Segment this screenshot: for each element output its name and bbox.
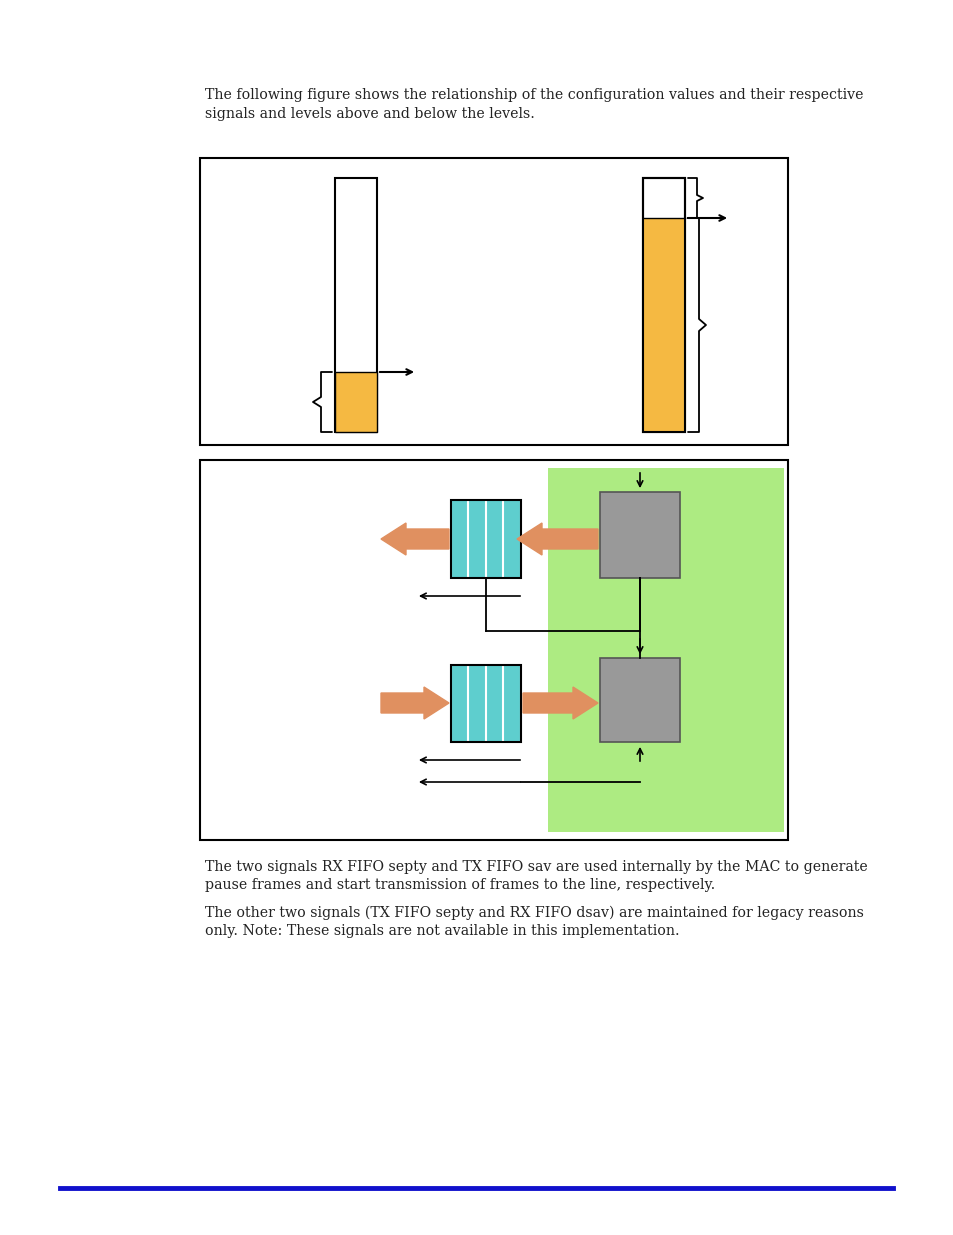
Bar: [468, 500, 485, 578]
Bar: [335, 372, 376, 432]
Bar: [547, 468, 783, 832]
Bar: [485, 500, 503, 578]
Text: signals and levels above and below the levels.: signals and levels above and below the l…: [205, 107, 535, 121]
Bar: [642, 219, 684, 432]
Bar: [451, 664, 468, 742]
Bar: [503, 664, 520, 742]
Bar: [503, 500, 520, 578]
Bar: [200, 158, 787, 445]
Text: The following figure shows the relationship of the configuration values and thei: The following figure shows the relations…: [205, 88, 862, 103]
Bar: [451, 664, 520, 742]
Bar: [451, 500, 468, 578]
Bar: [200, 459, 787, 840]
Bar: [451, 500, 520, 578]
Bar: [485, 664, 503, 742]
FancyArrow shape: [380, 522, 449, 555]
FancyArrow shape: [380, 687, 449, 719]
Bar: [335, 178, 376, 432]
Text: pause frames and start transmission of frames to the line, respectively.: pause frames and start transmission of f…: [205, 878, 715, 892]
Bar: [468, 664, 485, 742]
FancyArrow shape: [522, 687, 598, 719]
Text: only. Note: These signals are not available in this implementation.: only. Note: These signals are not availa…: [205, 924, 679, 939]
FancyArrow shape: [517, 522, 598, 555]
Bar: [599, 658, 679, 742]
Text: The two signals RX FIFO septy and TX FIFO sav are used internally by the MAC to : The two signals RX FIFO septy and TX FIF…: [205, 860, 867, 874]
Bar: [642, 178, 684, 432]
Text: The other two signals (TX FIFO septy and RX FIFO dsav) are maintained for legacy: The other two signals (TX FIFO septy and…: [205, 906, 863, 920]
Bar: [599, 492, 679, 578]
Bar: [642, 178, 684, 432]
